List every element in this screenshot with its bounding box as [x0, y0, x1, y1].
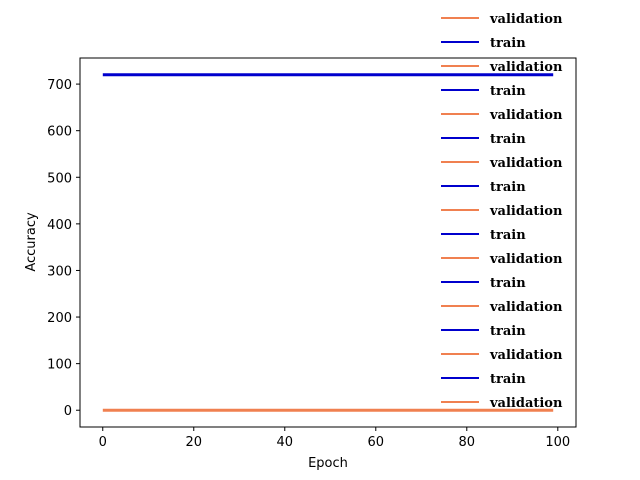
legend-label-validation: validation: [489, 396, 563, 411]
legend-label-validation: validation: [489, 348, 563, 363]
y-tick-label: 100: [47, 358, 72, 373]
legend-label-validation: validation: [489, 108, 563, 123]
series-layer: [102, 73, 554, 412]
y-axis-ticks: 0 100 200 300 400 500 600 700: [47, 78, 80, 419]
x-tick-label: 60: [368, 435, 385, 450]
legend-label-train: train: [490, 372, 526, 387]
x-tick-label: 40: [276, 435, 293, 450]
legend-label-train: train: [490, 180, 526, 195]
plot-frame: [79, 57, 577, 428]
legend-label-validation: validation: [489, 300, 563, 315]
y-tick-label: 600: [47, 125, 72, 140]
legend-label-validation: validation: [489, 60, 563, 75]
legend-label-train: train: [490, 324, 526, 339]
y-tick-label: 0: [64, 404, 72, 419]
x-tick-label: 20: [185, 435, 202, 450]
legend-label-train: train: [490, 276, 526, 291]
legend-label-train: train: [490, 36, 526, 51]
y-tick-label: 700: [47, 78, 72, 93]
y-tick-label: 500: [47, 171, 72, 186]
legend-label-validation: validation: [489, 252, 563, 267]
y-tick-label: 400: [47, 218, 72, 233]
x-tick-label: 80: [459, 435, 476, 450]
x-axis-ticks: 0 20 40 60 80 100: [99, 427, 570, 450]
legend-label-validation: validation: [489, 204, 563, 219]
y-tick-label: 300: [47, 264, 72, 279]
y-tick-label: 200: [47, 311, 72, 326]
x-axis-label: Epoch: [308, 456, 348, 471]
legend-label-train: train: [490, 228, 526, 243]
x-tick-label: 100: [545, 435, 570, 450]
legend-label-train: train: [490, 132, 526, 147]
legend-label-train: train: [490, 84, 526, 99]
legend-label-validation: validation: [489, 12, 563, 27]
legend-label-validation: validation: [489, 156, 563, 171]
x-tick-label: 0: [99, 435, 107, 450]
y-axis-label: Accuracy: [24, 212, 39, 272]
legend: validation train validation train validation…: [441, 12, 563, 411]
